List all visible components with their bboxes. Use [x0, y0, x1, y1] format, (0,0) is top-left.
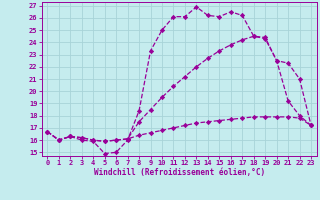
X-axis label: Windchill (Refroidissement éolien,°C): Windchill (Refroidissement éolien,°C)	[94, 168, 265, 177]
